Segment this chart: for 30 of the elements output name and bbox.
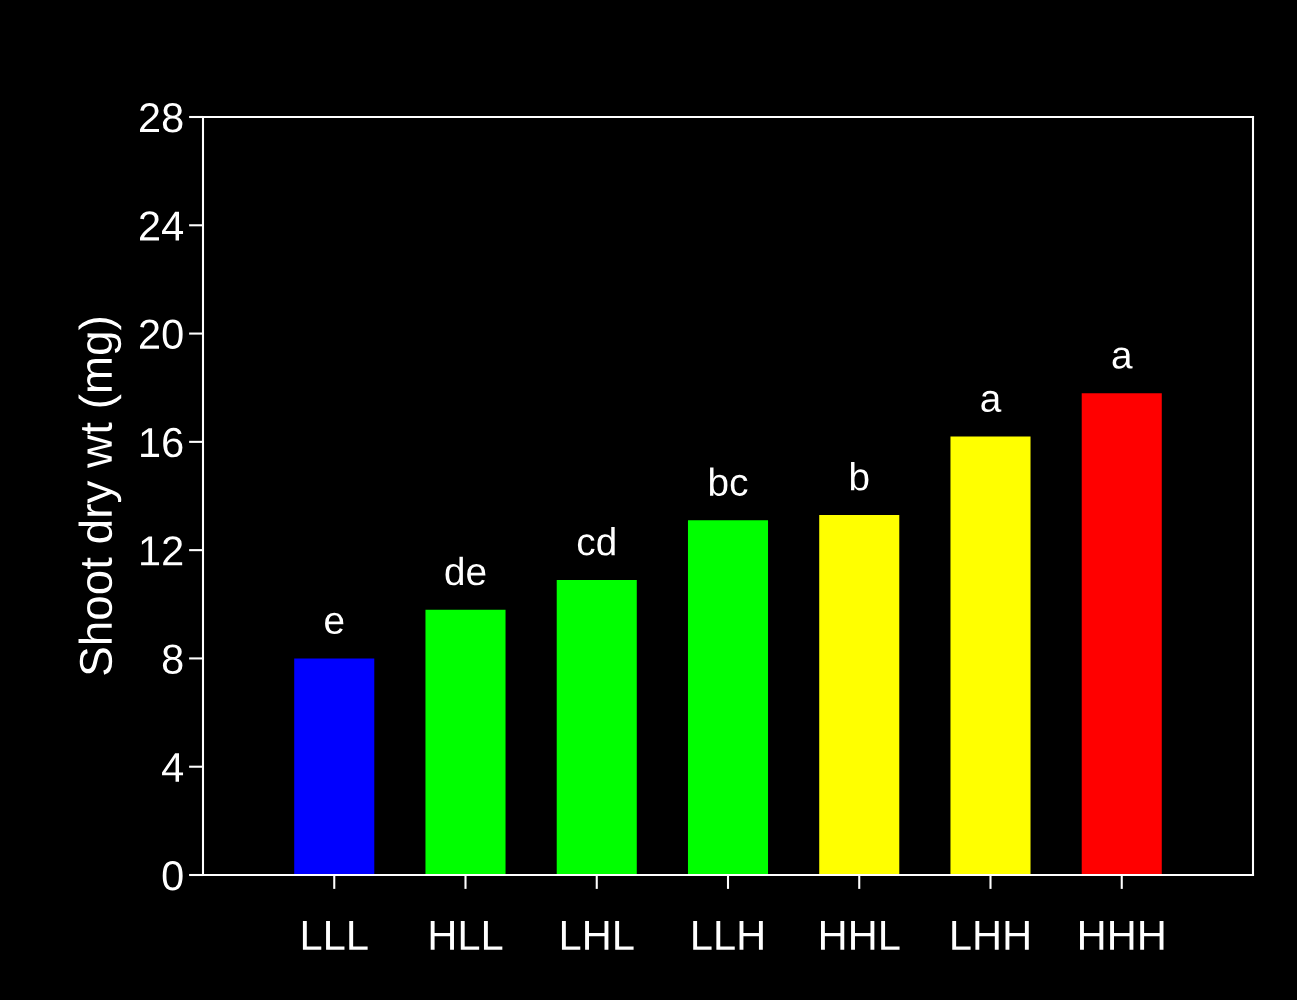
annotation: de (445, 556, 486, 586)
bar (819, 514, 900, 875)
x-tick-label: LLH (693, 920, 763, 950)
bar (556, 579, 637, 875)
annotation: e (325, 612, 344, 635)
y-tick-label: 16 (141, 427, 183, 458)
annotation: a (1112, 347, 1133, 369)
y-tick-label: 12 (141, 536, 183, 566)
bar (950, 436, 1031, 875)
annotation: cd (577, 527, 615, 556)
x-tick-label: HHH (1080, 920, 1164, 950)
annotation: b (850, 462, 869, 491)
bar (1081, 393, 1162, 875)
bar (294, 658, 375, 875)
bar (687, 520, 769, 875)
annotation: bc (709, 467, 748, 497)
y-tick-label: 24 (140, 211, 184, 241)
y-tick-label: 8 (162, 644, 183, 674)
x-tick-label: LHH (952, 920, 1029, 950)
x-tick-label: LLL (302, 920, 368, 950)
x-tick-label: HHL (820, 920, 900, 950)
bar (425, 609, 506, 875)
annotation: a (981, 390, 1002, 413)
y-tick-label: 0 (162, 861, 183, 891)
y-tick-label: 20 (140, 319, 183, 350)
y-tick-label: 4 (162, 753, 184, 782)
x-tick-label: HLL (430, 920, 503, 950)
y-axis-title: Shoot dry wt (mg) (78, 318, 122, 675)
x-tick-label: LHL (561, 920, 634, 950)
y-tick-label: 28 (140, 103, 183, 133)
